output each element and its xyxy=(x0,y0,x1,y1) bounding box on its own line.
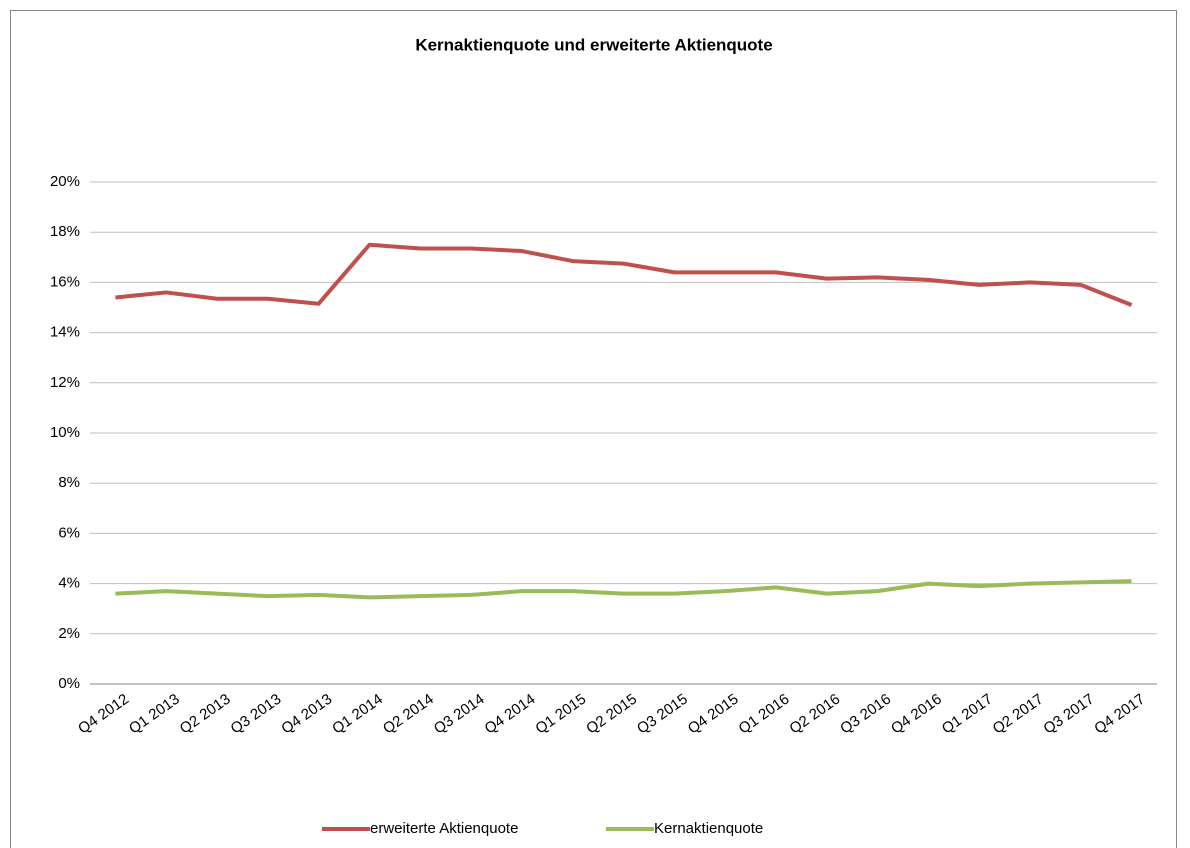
line-series xyxy=(115,579,1132,600)
y-tick-label: 18% xyxy=(50,223,80,240)
y-tick-label: 2% xyxy=(58,625,80,642)
legend-label: Kernaktienquote xyxy=(654,820,763,837)
chart-border xyxy=(10,10,1177,848)
y-tick-label: 8% xyxy=(58,474,80,491)
legend-label: erweiterte Aktienquote xyxy=(370,820,518,837)
y-tick-label: 10% xyxy=(50,424,80,441)
y-tick-label: 12% xyxy=(50,374,80,391)
chart-title: Kernaktienquote und erweiterte Aktienquo… xyxy=(415,35,772,54)
y-tick-label: 0% xyxy=(58,675,80,692)
y-tick-label: 14% xyxy=(50,324,80,341)
line-series xyxy=(115,242,1133,307)
y-tick-label: 20% xyxy=(50,173,80,190)
y-tick-label: 4% xyxy=(58,575,80,592)
y-tick-label: 6% xyxy=(58,524,80,541)
y-tick-label: 16% xyxy=(50,273,80,290)
